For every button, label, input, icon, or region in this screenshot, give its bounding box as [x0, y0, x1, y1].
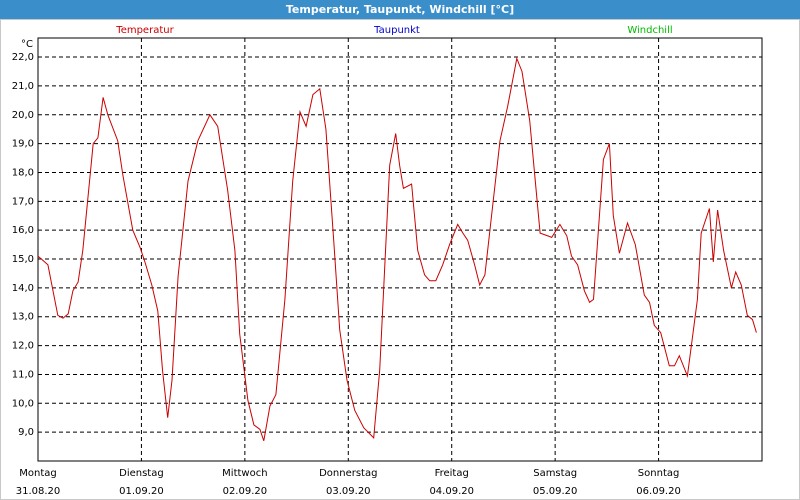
x-tick-label: Freitag — [435, 468, 469, 479]
legend-entry: Taupunkt — [373, 25, 420, 36]
x-tick-date: 03.09.20 — [326, 486, 371, 497]
window-title: Temperatur, Taupunkt, Windchill [°C] — [0, 0, 800, 19]
legend-entry: Temperatur — [115, 25, 174, 36]
y-tick-label: 11,0 — [12, 369, 34, 380]
x-tick-label: Dienstag — [119, 468, 164, 479]
frame — [0, 19, 800, 500]
y-tick-label: 10,0 — [12, 398, 34, 409]
y-tick-label: 14,0 — [12, 283, 34, 294]
y-tick-label: 15,0 — [12, 254, 34, 265]
y-tick-label: 19,0 — [12, 139, 34, 150]
legend-entry: Windchill — [627, 25, 672, 36]
x-tick-date: 02.09.20 — [223, 486, 268, 497]
x-tick-date: 06.09.20 — [636, 486, 681, 497]
y-tick-label: 16,0 — [12, 225, 34, 236]
x-tick-label: Montag — [19, 468, 56, 479]
temperature-line — [37, 56, 757, 441]
y-tick-label: 22,0 — [12, 52, 34, 63]
y-tick-label: 9,0 — [18, 427, 34, 438]
plot-border — [37, 37, 763, 462]
x-tick-date: 01.09.20 — [119, 486, 164, 497]
x-tick-label: Donnerstag — [319, 468, 377, 479]
y-tick-label: 17,0 — [12, 196, 34, 207]
x-tick-date: 04.09.20 — [429, 486, 474, 497]
chart: °C 9,0 10,0 11,0 12,0 13,0 14,0 15,0 16,0 17,0 18… — [0, 19, 800, 500]
x-tick-label: Samstag — [533, 468, 577, 479]
x-tick-date: 31.08.20 — [16, 486, 61, 497]
x-tick-label: Mittwoch — [222, 468, 267, 479]
x-tick-label: Sonntag — [638, 468, 680, 479]
y-tick-label: 13,0 — [12, 312, 34, 323]
y-tick-label: 18,0 — [12, 167, 34, 178]
y-tick-label: 20,0 — [12, 110, 34, 121]
x-tick-date: 05.09.20 — [533, 486, 578, 497]
y-unit: °C — [21, 39, 33, 50]
y-tick-label: 21,0 — [12, 81, 34, 92]
y-tick-label: 12,0 — [12, 341, 34, 352]
